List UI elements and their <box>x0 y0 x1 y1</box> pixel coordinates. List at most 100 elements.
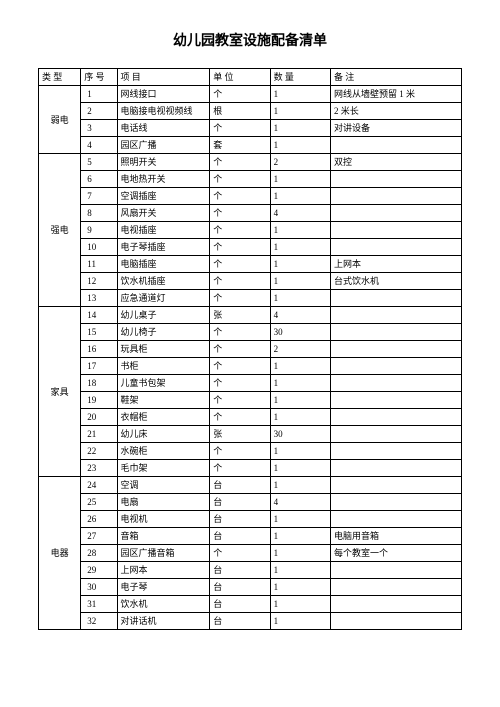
col-unit: 单 位 <box>210 69 270 86</box>
cell-note <box>331 443 462 460</box>
cell-qty: 1 <box>270 256 330 273</box>
cell-note <box>331 579 462 596</box>
col-item: 项 目 <box>117 69 210 86</box>
cell-unit: 台 <box>210 579 270 596</box>
cell-unit: 个 <box>210 460 270 477</box>
table-row: 12饮水机插座个1台式饮水机 <box>39 273 462 290</box>
cell-seq: 9 <box>81 222 117 239</box>
cell-note <box>331 562 462 579</box>
cell-seq: 3 <box>81 120 117 137</box>
cell-seq: 11 <box>81 256 117 273</box>
col-qty: 数 量 <box>270 69 330 86</box>
cell-seq: 4 <box>81 137 117 154</box>
cell-item: 电子琴插座 <box>117 239 210 256</box>
cell-seq: 17 <box>81 358 117 375</box>
cell-seq: 30 <box>81 579 117 596</box>
table-row: 28园区广播音箱个1每个教室一个 <box>39 545 462 562</box>
cell-qty: 1 <box>270 460 330 477</box>
cell-item: 电地热开关 <box>117 171 210 188</box>
table-row: 19鞋架个1 <box>39 392 462 409</box>
cell-seq: 23 <box>81 460 117 477</box>
cell-qty: 1 <box>270 358 330 375</box>
table-row: 10电子琴插座个1 <box>39 239 462 256</box>
cell-seq: 27 <box>81 528 117 545</box>
cell-note <box>331 222 462 239</box>
cell-unit: 个 <box>210 443 270 460</box>
cell-seq: 14 <box>81 307 117 324</box>
table-row: 2电脑接电视视频线根12 米长 <box>39 103 462 120</box>
cell-unit: 个 <box>210 256 270 273</box>
cell-seq: 7 <box>81 188 117 205</box>
cell-qty: 1 <box>270 375 330 392</box>
cell-note <box>331 290 462 307</box>
cell-unit: 个 <box>210 205 270 222</box>
cell-seq: 29 <box>81 562 117 579</box>
cell-qty: 1 <box>270 528 330 545</box>
cell-unit: 个 <box>210 171 270 188</box>
cell-qty: 1 <box>270 239 330 256</box>
cell-note: 对讲设备 <box>331 120 462 137</box>
cell-note: 双控 <box>331 154 462 171</box>
cell-note <box>331 511 462 528</box>
cell-unit: 根 <box>210 103 270 120</box>
cell-qty: 1 <box>270 613 330 630</box>
cell-item: 空调插座 <box>117 188 210 205</box>
cell-item: 照明开关 <box>117 154 210 171</box>
cell-unit: 台 <box>210 511 270 528</box>
table-row: 17书柜个1 <box>39 358 462 375</box>
cell-seq: 28 <box>81 545 117 562</box>
cell-unit: 个 <box>210 290 270 307</box>
cell-note: 每个教室一个 <box>331 545 462 562</box>
cell-note <box>331 341 462 358</box>
cell-note <box>331 613 462 630</box>
cell-qty: 1 <box>270 188 330 205</box>
cell-item: 电扇 <box>117 494 210 511</box>
cell-unit: 个 <box>210 188 270 205</box>
table-row: 8风扇开关个4 <box>39 205 462 222</box>
cell-qty: 30 <box>270 426 330 443</box>
cell-qty: 1 <box>270 511 330 528</box>
cell-qty: 2 <box>270 154 330 171</box>
cell-note: 上网本 <box>331 256 462 273</box>
cell-qty: 1 <box>270 596 330 613</box>
cell-seq: 18 <box>81 375 117 392</box>
cell-qty: 1 <box>270 545 330 562</box>
table-body: 弱电1网线接口个1网线从墙壁预留 1 米2电脑接电视视频线根12 米长3电话线个… <box>39 86 462 630</box>
cell-note <box>331 494 462 511</box>
cell-seq: 26 <box>81 511 117 528</box>
cell-item: 音箱 <box>117 528 210 545</box>
table-row: 13应急通道灯个1 <box>39 290 462 307</box>
cell-unit: 个 <box>210 358 270 375</box>
cell-note <box>331 477 462 494</box>
table-row: 20衣帽柜个1 <box>39 409 462 426</box>
col-note: 备 注 <box>331 69 462 86</box>
table-row: 23毛巾架个1 <box>39 460 462 477</box>
cell-unit: 台 <box>210 596 270 613</box>
cell-category: 家具 <box>39 307 81 477</box>
cell-qty: 1 <box>270 477 330 494</box>
cell-seq: 19 <box>81 392 117 409</box>
cell-item: 园区广播音箱 <box>117 545 210 562</box>
table-row: 21幼儿床张30 <box>39 426 462 443</box>
cell-qty: 1 <box>270 171 330 188</box>
cell-seq: 16 <box>81 341 117 358</box>
cell-seq: 8 <box>81 205 117 222</box>
cell-item: 电视机 <box>117 511 210 528</box>
cell-seq: 10 <box>81 239 117 256</box>
cell-seq: 31 <box>81 596 117 613</box>
cell-note <box>331 358 462 375</box>
cell-qty: 1 <box>270 86 330 103</box>
table-row: 弱电1网线接口个1网线从墙壁预留 1 米 <box>39 86 462 103</box>
cell-seq: 15 <box>81 324 117 341</box>
cell-item: 电视插座 <box>117 222 210 239</box>
cell-seq: 13 <box>81 290 117 307</box>
cell-qty: 30 <box>270 324 330 341</box>
cell-item: 玩具柜 <box>117 341 210 358</box>
table-row: 7空调插座个1 <box>39 188 462 205</box>
cell-seq: 5 <box>81 154 117 171</box>
table-row: 4园区广播套1 <box>39 137 462 154</box>
cell-unit: 台 <box>210 477 270 494</box>
cell-seq: 2 <box>81 103 117 120</box>
cell-qty: 1 <box>270 103 330 120</box>
cell-unit: 个 <box>210 154 270 171</box>
